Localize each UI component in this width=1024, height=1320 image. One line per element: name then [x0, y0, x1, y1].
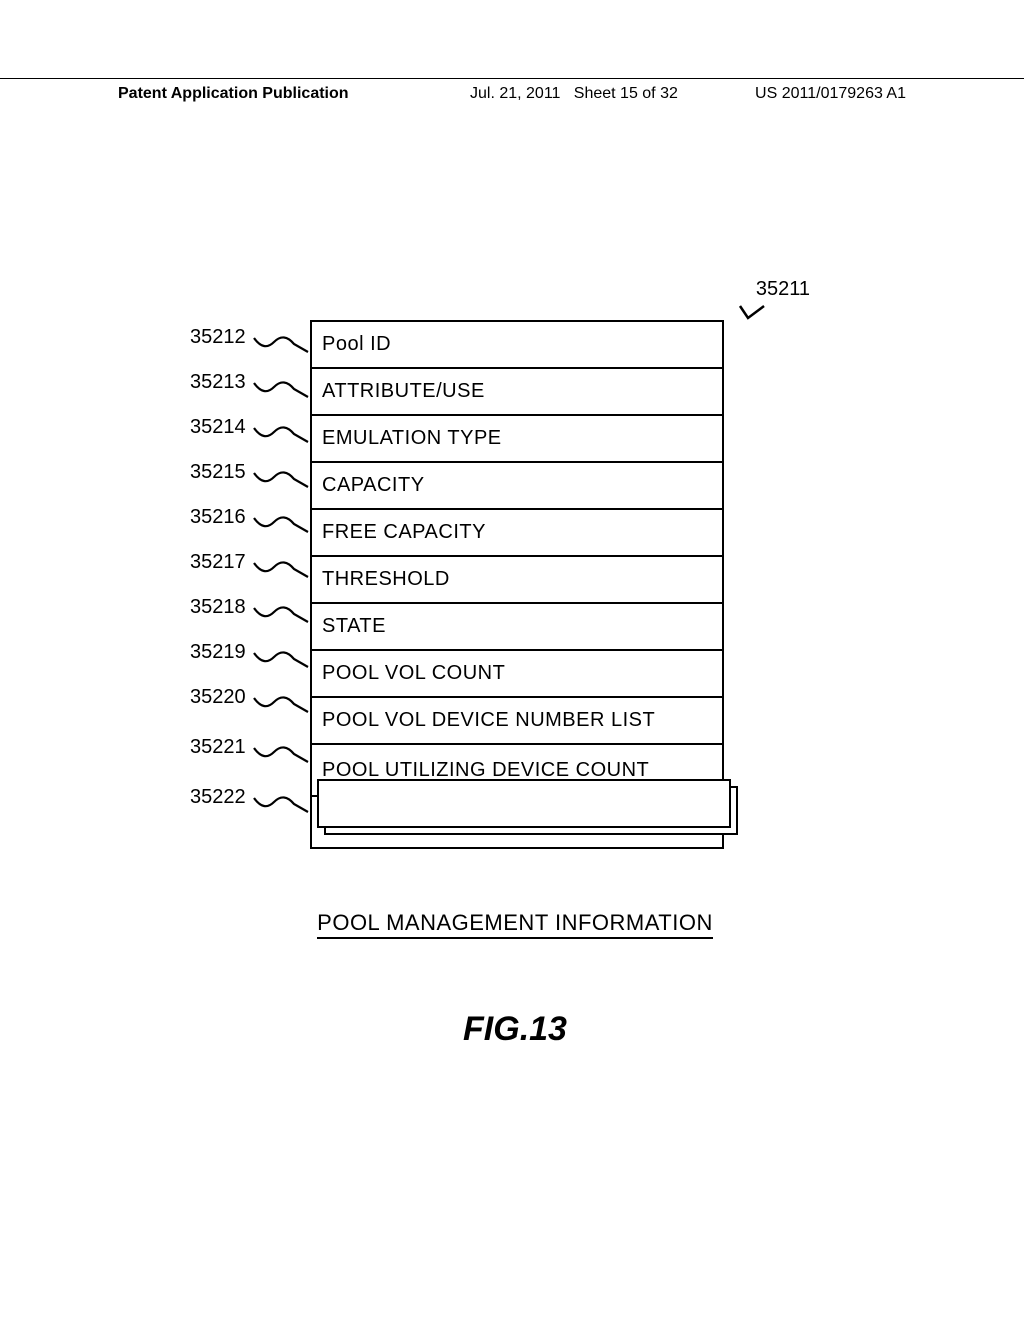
cell-label: EMULATION TYPE: [322, 427, 502, 450]
row-attribute-use: ATTRIBUTE/USE: [312, 369, 722, 416]
leader-icon: [252, 334, 310, 356]
page-header: Patent Application Publication Jul. 21, …: [0, 78, 1024, 103]
ref-35219: 35219: [190, 641, 246, 664]
table-stack: Pool ID ATTRIBUTE/USE EMULATION TYPE CAP…: [310, 320, 724, 849]
leader-icon: [252, 469, 310, 491]
row-free-capacity: FREE CAPACITY: [312, 510, 722, 557]
ref-35220: 35220: [190, 686, 246, 709]
row-state: STATE: [312, 604, 722, 651]
header-sheet: Sheet 15 of 32: [574, 85, 678, 102]
cell-label: POOL VOL DEVICE NUMBER LIST: [322, 709, 655, 732]
figure-title: POOL MANAGEMENT INFORMATION: [190, 910, 840, 936]
pool-table: Pool ID ATTRIBUTE/USE EMULATION TYPE CAP…: [310, 320, 724, 849]
row-pool-vol-device-list: POOL VOL DEVICE NUMBER LIST: [312, 698, 722, 745]
cell-label: THRESHOLD: [322, 568, 450, 591]
ref-35222: 35222: [190, 786, 246, 809]
leader-icon: [252, 514, 310, 536]
ref-35213: 35213: [190, 371, 246, 394]
structure-ref-label: 35211: [756, 278, 810, 301]
leader-icon: [252, 604, 310, 626]
leader-icon: [252, 794, 310, 816]
cell-label: CAPACITY: [322, 474, 425, 497]
figure-title-text: POOL MANAGEMENT INFORMATION: [317, 910, 713, 939]
leader-icon: [252, 649, 310, 671]
row-capacity: CAPACITY: [312, 463, 722, 510]
stack-sheet-2: [317, 779, 731, 828]
row-emulation-type: EMULATION TYPE: [312, 416, 722, 463]
leader-icon: [252, 379, 310, 401]
cell-label: Pool ID: [322, 333, 391, 356]
ref-35216: 35216: [190, 506, 246, 529]
ref-35218: 35218: [190, 596, 246, 619]
ref-35215: 35215: [190, 461, 246, 484]
ref-35221: 35221: [190, 736, 246, 759]
cell-label: POOL VOL COUNT: [322, 662, 505, 685]
row-pool-id: Pool ID: [312, 322, 722, 369]
cell-label: ATTRIBUTE/USE: [322, 380, 485, 403]
ref-35214: 35214: [190, 416, 246, 439]
leader-icon: [252, 559, 310, 581]
cell-label: FREE CAPACITY: [322, 521, 486, 544]
ref-35212: 35212: [190, 326, 246, 349]
figure-number: FIG.13: [190, 1010, 840, 1049]
cell-label: STATE: [322, 615, 386, 638]
header-date-sheet: Jul. 21, 2011 Sheet 15 of 32: [470, 85, 678, 103]
row-threshold: THRESHOLD: [312, 557, 722, 604]
ref-35217: 35217: [190, 551, 246, 574]
header-publication: Patent Application Publication: [118, 85, 349, 103]
row-pool-vol-count: POOL VOL COUNT: [312, 651, 722, 698]
leader-icon: [252, 424, 310, 446]
header-pubnum: US 2011/0179263 A1: [755, 85, 906, 103]
leader-icon: [252, 694, 310, 716]
ref-tick-icon: [738, 304, 768, 326]
leader-icon: [252, 744, 310, 766]
page: Patent Application Publication Jul. 21, …: [0, 0, 1024, 1320]
header-date: Jul. 21, 2011: [470, 85, 560, 102]
